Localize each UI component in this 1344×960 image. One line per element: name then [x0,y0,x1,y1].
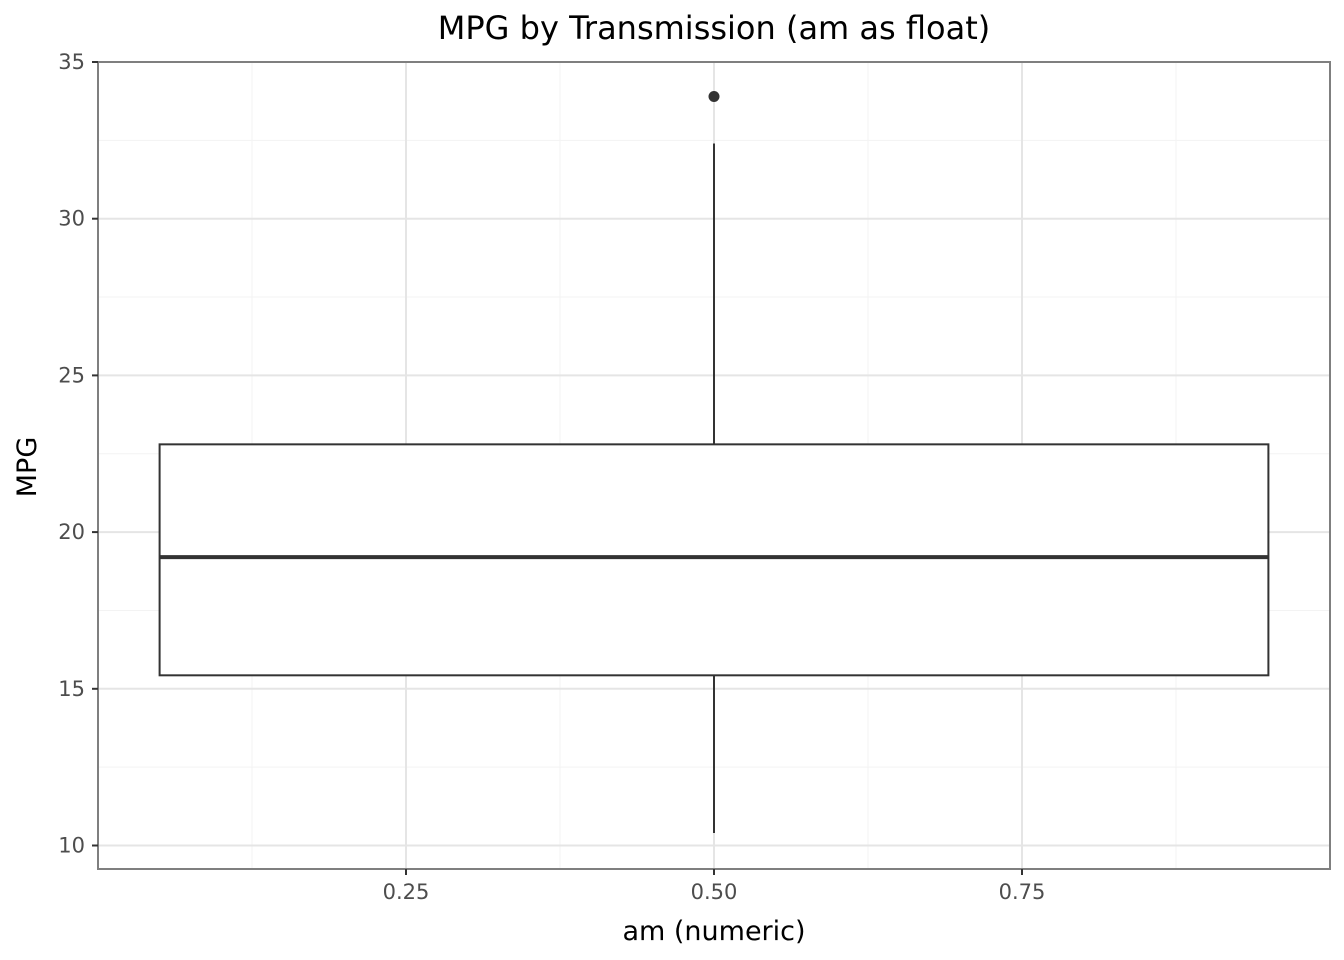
axis-ticks: 0.25 0.50 0.75 10 15 20 25 30 35 [58,50,1045,904]
y-tick-label: 15 [58,677,85,701]
y-tick-label: 30 [58,207,85,231]
y-axis-title: MPG [12,437,43,498]
x-tick-label: 0.75 [999,880,1046,904]
x-axis-title: am (numeric) [622,916,805,947]
iqr-box [158,443,1270,677]
chart-title: MPG by Transmission (am as float) [438,9,990,47]
box-group [158,90,1270,833]
y-tick-label: 10 [58,833,85,857]
x-tick-label: 0.25 [383,880,430,904]
y-tick-label: 20 [58,520,85,544]
y-tick-label: 25 [58,363,85,387]
outlier-point [708,90,720,102]
y-tick-label: 35 [58,50,85,74]
x-tick-label: 0.50 [691,880,738,904]
